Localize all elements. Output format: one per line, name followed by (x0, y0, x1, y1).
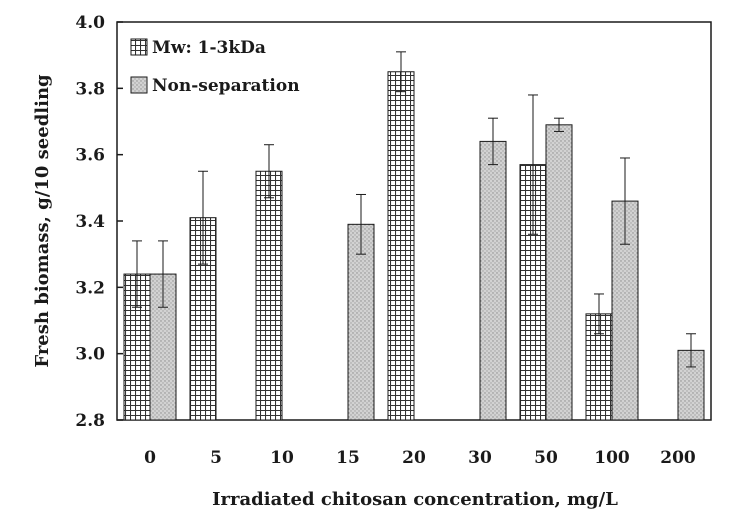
x-tick-label: 0 (144, 448, 156, 468)
x-tick-label: 5 (210, 448, 222, 468)
bar (545, 124, 573, 421)
legend-swatch-nonsep (130, 76, 148, 94)
y-tick-label: 3.8 (75, 79, 105, 99)
legend: Mw: 1-3kDa Non-separation (130, 38, 300, 96)
x-tick-label: 10 (270, 448, 294, 468)
bar (479, 140, 507, 421)
bar (387, 71, 415, 421)
legend-swatch-mw (130, 38, 148, 56)
x-tick-label: 100 (594, 448, 630, 468)
y-tick-label: 2.8 (75, 411, 105, 431)
y-tick-label: 3.2 (75, 278, 105, 298)
x-tick-label: 200 (660, 448, 696, 468)
legend-label-nonsep: Non-separation (152, 76, 300, 96)
bar (347, 223, 375, 421)
y-tick-label: 3.4 (75, 212, 105, 232)
y-tick-label: 4.0 (75, 13, 105, 33)
x-tick-label: 30 (468, 448, 492, 468)
x-tick-label: 50 (534, 448, 558, 468)
legend-label-mw: Mw: 1-3kDa (152, 38, 266, 58)
x-axis-title: Irradiated chitosan concentration, mg/L (212, 489, 618, 510)
y-tick-label: 3.6 (75, 146, 105, 166)
y-axis-title: Fresh biomass, g/10 seedling (32, 74, 53, 368)
x-tick-label: 15 (336, 448, 360, 468)
bar (255, 170, 283, 421)
x-tick-label: 20 (402, 448, 426, 468)
y-tick-label: 3.0 (75, 345, 105, 365)
